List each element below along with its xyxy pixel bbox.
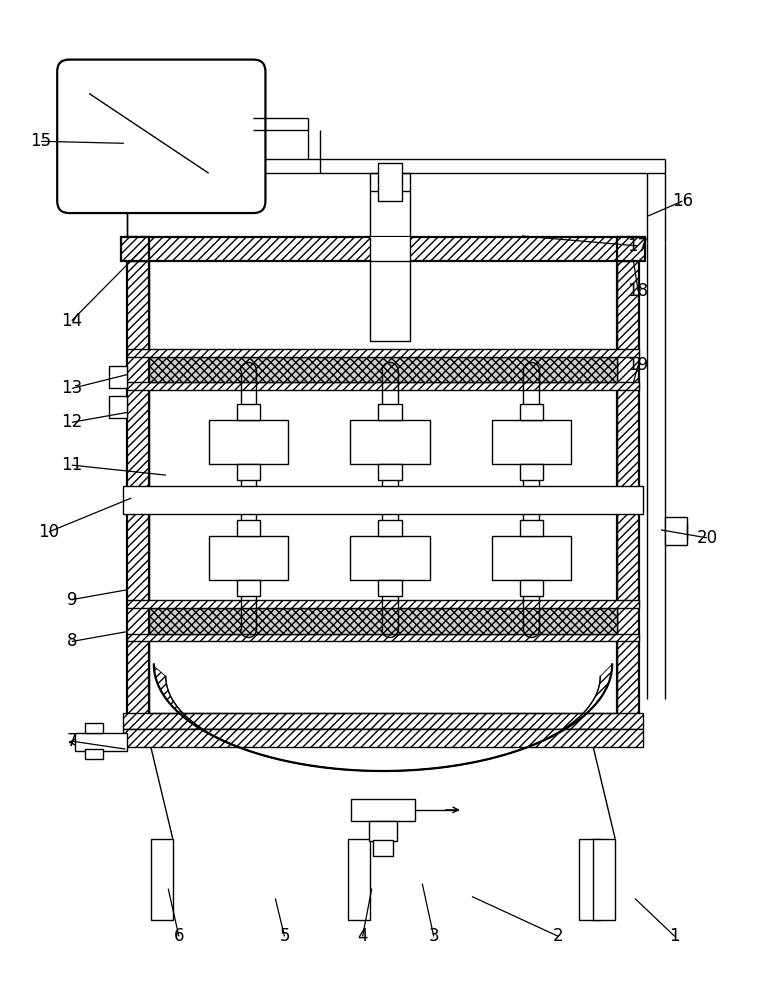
Bar (370, 237, 410, 261)
Bar (237, 464, 260, 480)
Text: 20: 20 (697, 529, 717, 547)
Text: 2: 2 (553, 927, 564, 945)
Bar (665, 517, 687, 545)
Bar (350, 536, 430, 580)
Bar (123, 713, 643, 729)
Bar (373, 840, 393, 856)
Text: 6: 6 (174, 927, 184, 945)
Text: 1: 1 (670, 927, 680, 945)
Bar (127, 382, 639, 390)
Text: 18: 18 (627, 282, 649, 300)
Bar (519, 520, 544, 536)
Text: 15: 15 (31, 132, 51, 150)
Text: 9: 9 (67, 591, 77, 609)
Bar (85, 723, 103, 733)
Bar (617, 261, 639, 729)
Text: 17: 17 (627, 237, 649, 255)
Bar (151, 839, 173, 920)
Bar (492, 420, 571, 464)
Text: 3: 3 (429, 927, 439, 945)
Bar (127, 261, 149, 729)
Text: 11: 11 (61, 456, 82, 474)
FancyBboxPatch shape (57, 60, 266, 213)
Bar (237, 404, 260, 420)
Bar (237, 580, 260, 596)
Text: 14: 14 (61, 312, 82, 330)
Text: 7: 7 (67, 732, 77, 750)
Bar (127, 349, 639, 357)
Text: 5: 5 (280, 927, 290, 945)
Bar (350, 420, 430, 464)
Bar (127, 634, 639, 641)
Bar (378, 163, 402, 201)
Text: 10: 10 (38, 523, 59, 541)
Text: 8: 8 (67, 632, 77, 650)
Bar (378, 520, 402, 536)
Bar (519, 580, 544, 596)
Bar (378, 464, 402, 480)
Text: 16: 16 (672, 192, 693, 210)
Text: 19: 19 (627, 356, 649, 374)
Bar (492, 536, 571, 580)
Text: 12: 12 (61, 413, 82, 431)
Bar (348, 839, 370, 920)
Bar (109, 366, 127, 388)
Bar (617, 237, 645, 261)
Bar (378, 580, 402, 596)
Bar (209, 536, 288, 580)
Bar (519, 464, 544, 480)
Bar (369, 821, 397, 841)
Bar (237, 520, 260, 536)
Bar (593, 839, 615, 920)
Bar (121, 237, 149, 261)
Bar (127, 600, 639, 608)
Bar (85, 749, 103, 759)
Bar (123, 486, 643, 514)
Bar (209, 420, 288, 464)
Bar (123, 729, 643, 747)
Text: 13: 13 (61, 379, 82, 397)
Bar (370, 261, 410, 341)
Bar (149, 608, 617, 634)
Bar (127, 237, 639, 261)
Bar (109, 396, 127, 418)
Text: 4: 4 (357, 927, 368, 945)
Bar (75, 733, 127, 751)
Bar (149, 357, 617, 382)
Bar (519, 404, 544, 420)
Bar (579, 839, 601, 920)
Bar (378, 404, 402, 420)
Bar (351, 799, 415, 821)
